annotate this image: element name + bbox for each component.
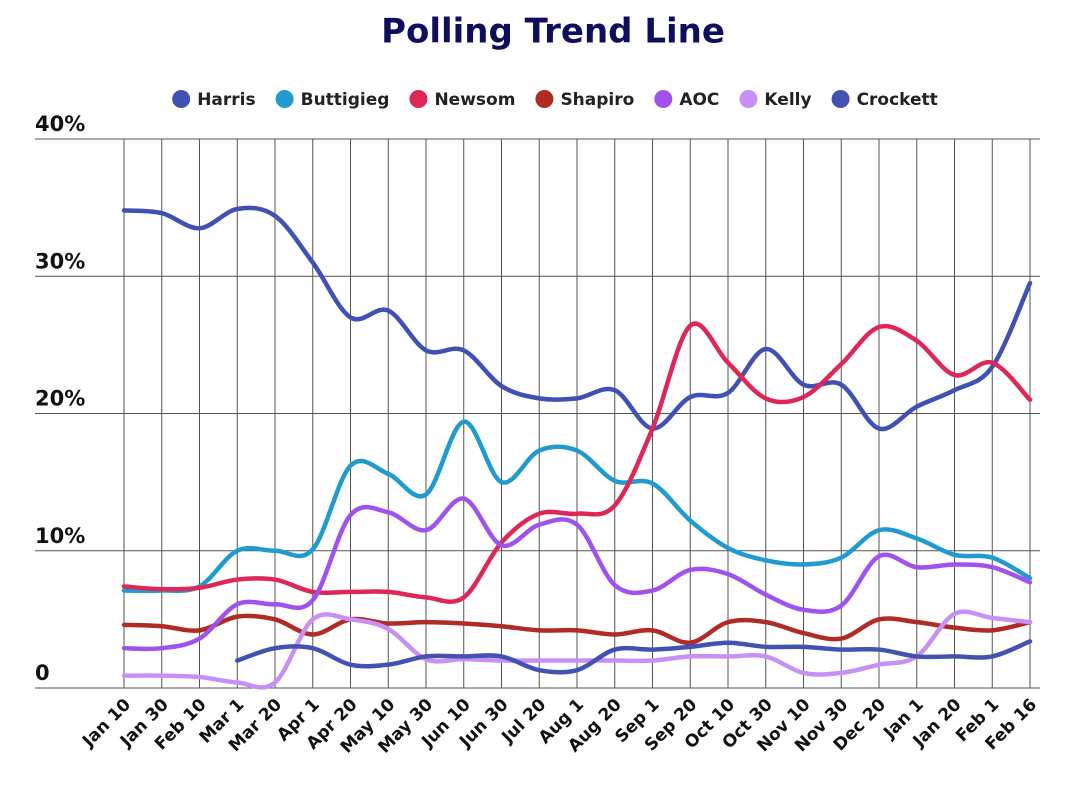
y-tick-label: 40% — [35, 112, 85, 136]
series-line — [121, 321, 1033, 604]
legend-label: Harris — [197, 90, 255, 110]
legend-marker — [409, 90, 428, 108]
legend-label: Shapiro — [560, 90, 634, 110]
y-tick-label: 20% — [35, 387, 85, 411]
chart-title: Polling Trend Line — [381, 12, 725, 52]
legend-label: Buttigieg — [301, 90, 390, 110]
legend-marker — [654, 90, 673, 108]
y-tick-label: 0 — [35, 661, 50, 685]
legend-item: Crockett — [831, 90, 938, 110]
legend-marker — [275, 90, 294, 108]
legend-marker — [535, 90, 554, 108]
legend-item: Harris — [172, 90, 256, 110]
legend-item: Kelly — [739, 90, 812, 110]
y-tick-label: 10% — [35, 524, 85, 548]
legend-item: Buttigieg — [275, 90, 390, 110]
legend: Harris Buttigieg Newsom Shapiro AOC Kelly Croc… — [172, 90, 938, 110]
legend-marker — [831, 90, 850, 108]
series-line — [235, 639, 1033, 675]
y-tick-label: 30% — [35, 249, 85, 273]
legend-item: AOC — [654, 90, 719, 110]
series-line — [121, 419, 1033, 594]
legend-label: Newsom — [434, 90, 515, 110]
series-line — [121, 205, 1033, 432]
series-line — [121, 496, 1033, 652]
legend-marker — [172, 90, 191, 108]
legend-label: Kelly — [764, 90, 811, 110]
legend-item: Newsom — [409, 90, 515, 110]
legend-marker — [739, 90, 758, 108]
series-line — [121, 613, 1033, 645]
legend-label: Crockett — [857, 90, 938, 110]
legend-label: AOC — [679, 90, 719, 110]
series-line — [121, 609, 1033, 690]
legend-item: Shapiro — [535, 90, 634, 110]
